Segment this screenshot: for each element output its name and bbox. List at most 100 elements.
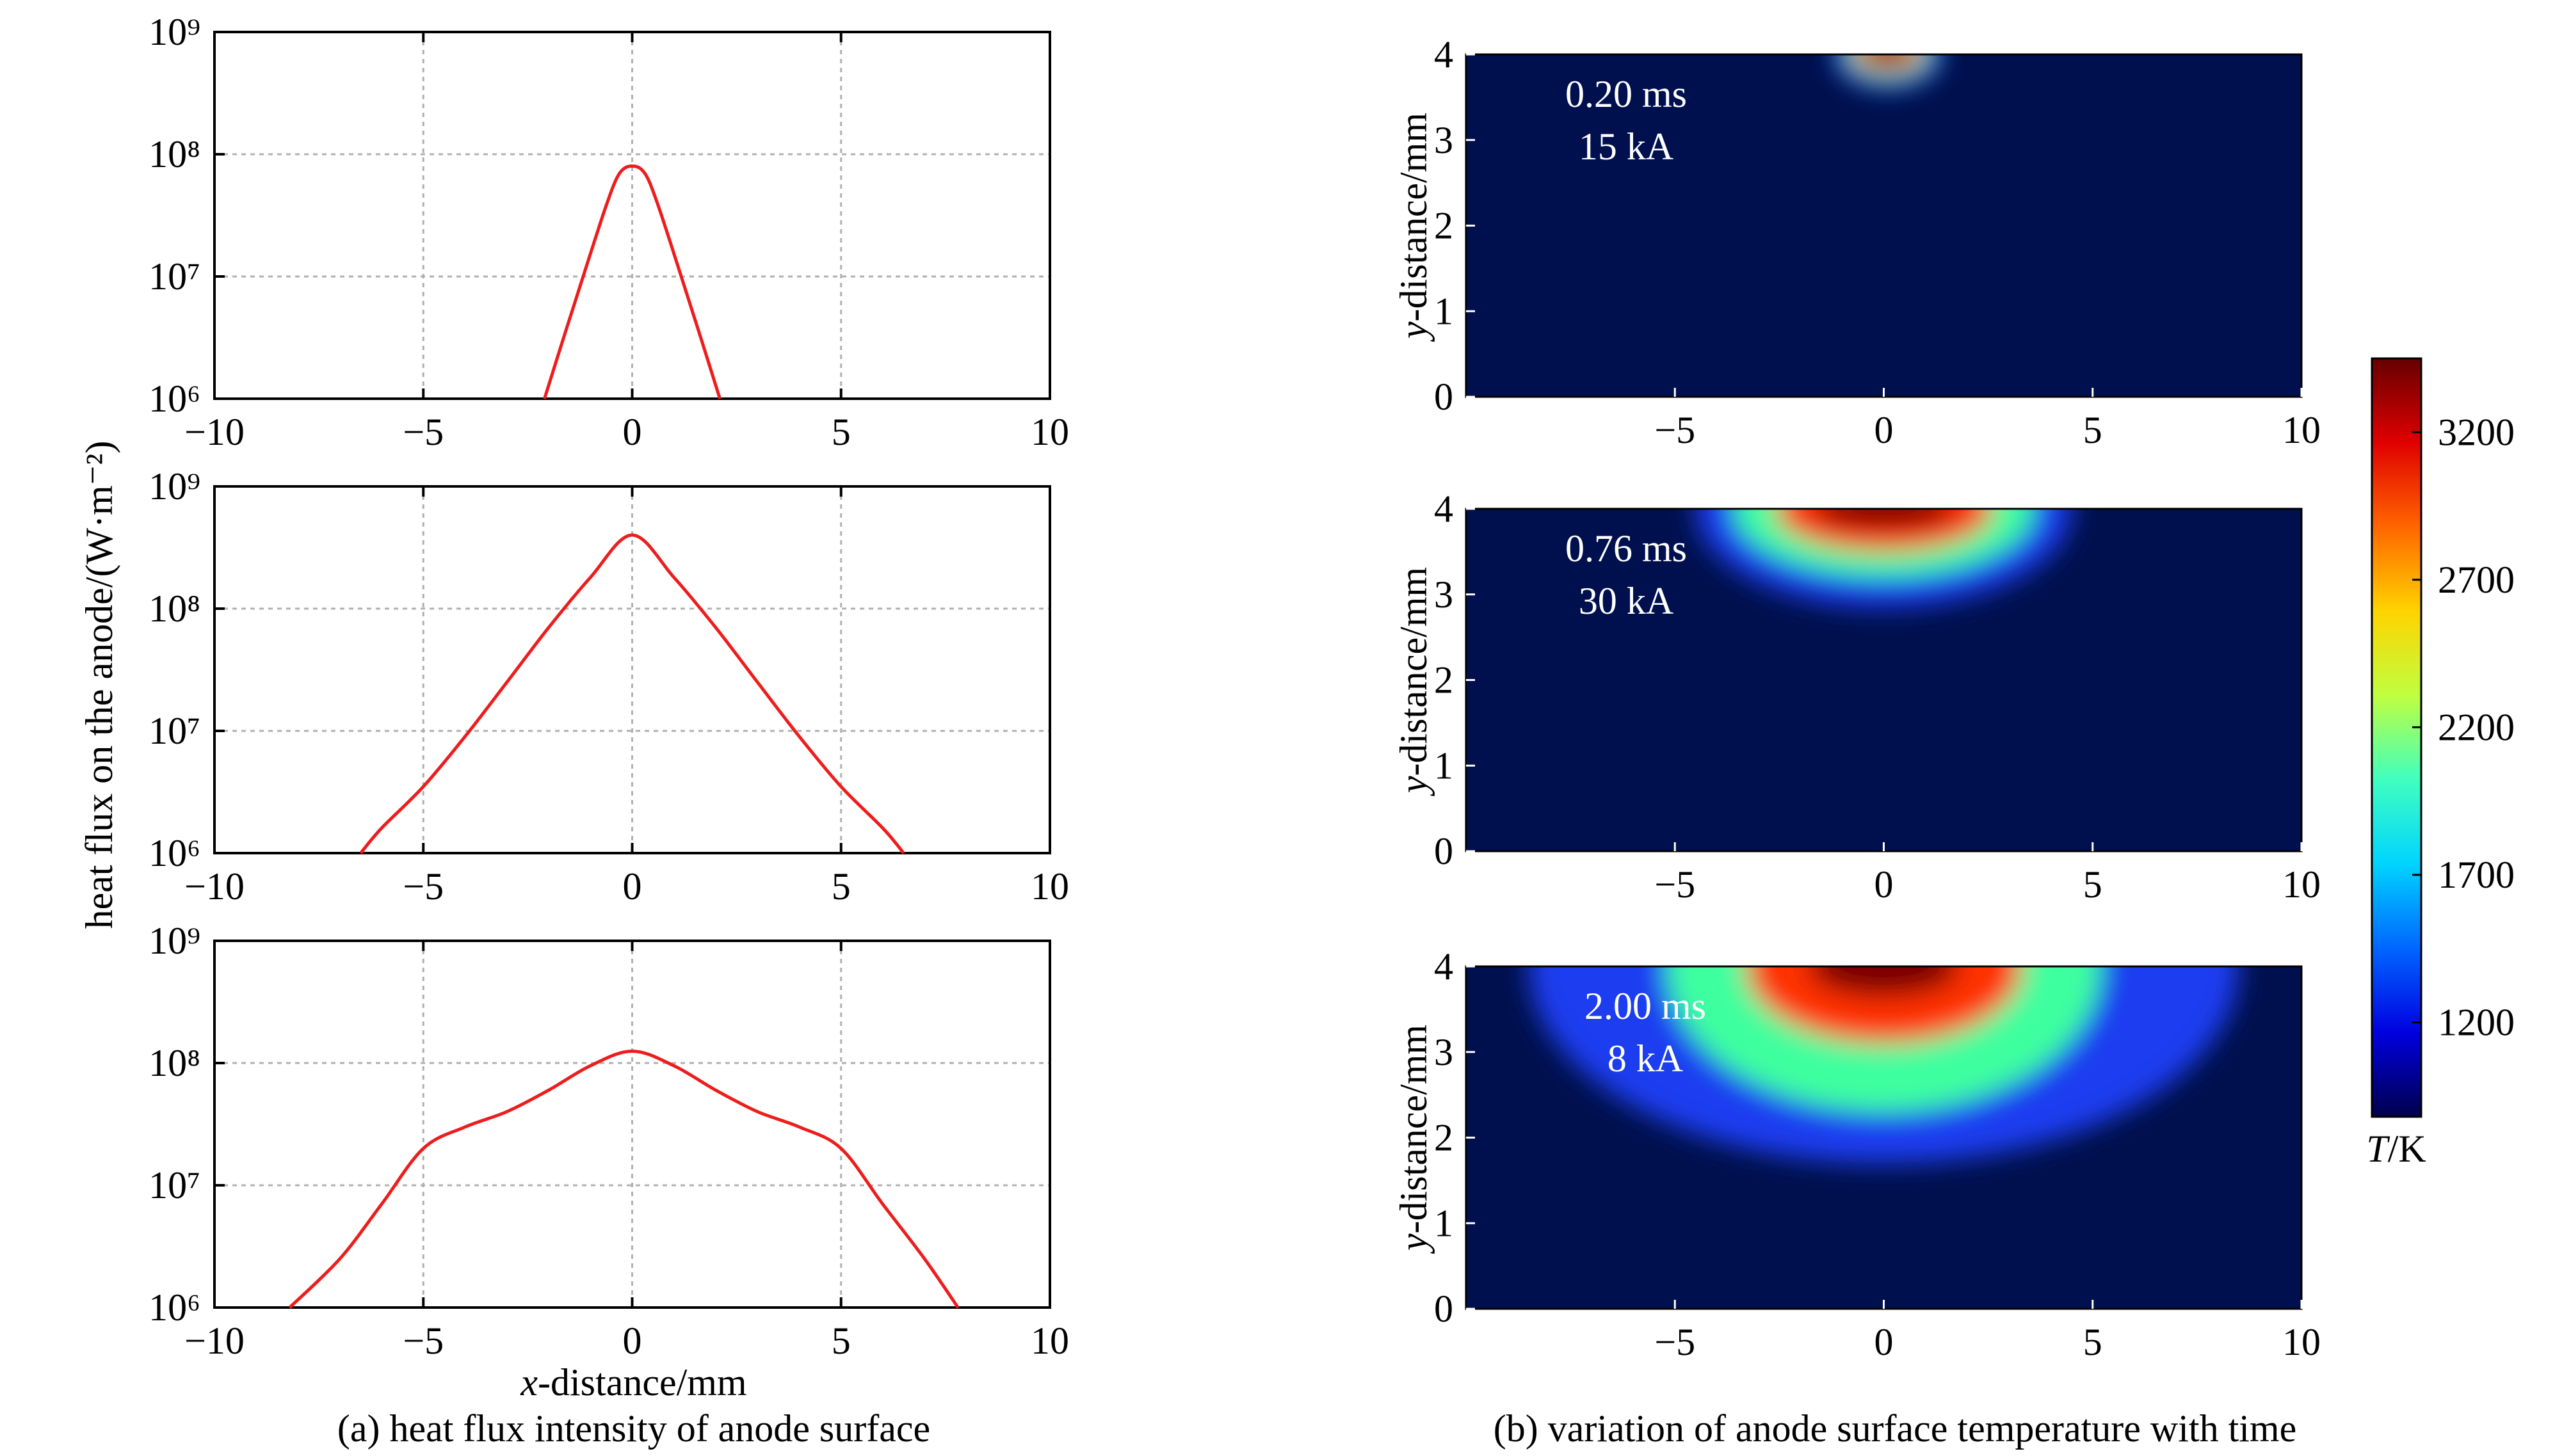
y-tick-label: 3 [1434,573,1453,616]
colorbar-tick-label: 1700 [2438,854,2515,896]
y-tick-label: 10⁹ [149,920,200,962]
heat-flux-curve [543,164,721,399]
time-current-annotation: 8 kA [1608,1037,1683,1080]
y-tick-label: 4 [1434,488,1453,530]
y-tick-label: 0 [1434,376,1453,418]
y-tick-label: 10⁶ [149,1286,200,1329]
y-tick-label: 4 [1434,945,1453,988]
x-tick-label: −5 [1654,409,1695,451]
ylabel-rest: -distance/mm [1392,567,1435,776]
time-current-annotation: 2.00 ms [1584,985,1706,1027]
xlabel-italic: x [520,1361,538,1404]
colorbar: 1200 1700 2200 2700 3200 T/K [2366,357,2515,1170]
x-tick-label: 0 [1874,863,1894,906]
y-tick-label: 10⁹ [149,465,200,508]
x-tick-label: −5 [403,411,444,453]
map-ylabel: y-distance/mm [1392,1025,1435,1254]
y-tick-label: 10⁷ [149,255,200,298]
map-background [1466,54,2301,397]
temperature-band [1862,54,1914,65]
y-tick-label: 2 [1434,659,1453,701]
x-tick-label: 5 [832,411,851,453]
hot-spot-bands [1695,509,2072,607]
x-tick-label: 0 [1874,1321,1894,1363]
colorbar-scale [2371,357,2422,1118]
y-tick-label: 10⁷ [149,1164,200,1206]
heat-flux-plot-2: −10 −5 0 5 10 10⁶ 10⁷ 10⁸ 10⁹ [149,465,1069,908]
x-tick-label: −10 [184,1320,245,1362]
ylabel-italic: y [1392,1233,1435,1254]
x-tick-label: 0 [623,1320,642,1362]
y-tick-label: 1 [1434,290,1453,332]
time-current-annotation: 30 kA [1579,580,1673,622]
x-tick-label: 5 [2083,1321,2102,1363]
y-tick-label: 2 [1434,205,1453,247]
x-tick-label: −5 [1654,863,1695,906]
y-tick-label: 3 [1434,1031,1453,1073]
heat-flux-curve [359,533,905,854]
time-current-annotation: 15 kA [1579,125,1673,168]
y-tick-label: 0 [1434,1288,1453,1330]
hot-spot [1695,509,2072,607]
ylabel-rest: -distance/mm [1392,113,1435,322]
map-ylabel: y-distance/mm [1392,113,1435,342]
temperature-band [1812,509,1955,528]
y-tick-label: 10⁹ [149,11,200,53]
caption-a: (a) heat flux intensity of anode surface [337,1407,930,1450]
time-current-annotation: 0.76 ms [1565,527,1687,570]
hot-spot [1834,54,1942,89]
time-current-annotation: 0.20 ms [1565,73,1687,115]
x-tick-label: 5 [832,865,851,908]
x-tick-label: −5 [1654,1321,1695,1363]
map-ylabel: y-distance/mm [1392,567,1435,797]
x-tick-label: 0 [1874,409,1894,451]
x-tick-label: 5 [2083,409,2102,451]
y-tick-label: 10⁷ [149,710,200,752]
y-tick-label: 10⁸ [149,588,200,630]
y-tick-label: 10⁶ [149,378,200,420]
xlabel-rest: -distance/mm [538,1361,747,1404]
x-tick-label: 10 [2282,1321,2321,1363]
x-tick-label: 10 [1031,865,1069,908]
left-ylabel: heat flux on the anode/(W·m⁻²) [78,441,120,929]
ylabel-italic: y [1392,776,1435,797]
x-tick-label: 10 [1031,411,1069,453]
x-tick-label: 0 [623,865,642,908]
temperature-band [1746,966,2022,1044]
left-xlabel: x-distance/mm [520,1361,746,1404]
y-tick-label: 4 [1434,33,1453,76]
heat-flux-plot-1: −10 −5 0 5 10 10⁶ 10⁷ 10⁸ 10⁹ [149,11,1069,453]
y-tick-label: 0 [1434,830,1453,872]
temperature-map-3: −5 0 5 10 0 1 2 3 4 y-distance/mm 2.00 ms 8 kA [1392,945,2321,1363]
x-tick-label: −5 [403,865,444,908]
heat-flux-plot-3: −10 −5 0 5 10 10⁶ 10⁷ 10⁸ 10⁹ [149,920,1069,1362]
y-tick-label: 2 [1434,1117,1453,1159]
x-tick-label: 10 [1031,1320,1069,1362]
x-tick-label: 10 [2282,863,2321,906]
colorbar-tick-label: 3200 [2438,411,2515,453]
colorbar-tick-label: 2700 [2438,559,2515,601]
colorbar-tick-label: 2200 [2438,706,2515,748]
ylabel-rest: -distance/mm [1392,1025,1435,1234]
x-tick-label: 5 [832,1320,851,1362]
x-tick-label: −10 [184,411,245,453]
temperature-map-1: −5 0 5 10 0 1 2 3 4 y-distance/mm 0.20 ms 15 kA [1392,33,2321,451]
heat-flux-curve [288,1049,960,1309]
temperature-band [1809,966,1959,996]
colorbar-tick-label: 1200 [2438,1001,2515,1043]
caption-b: (b) variation of anode surface temperatu… [1494,1407,2296,1450]
x-tick-label: −10 [184,865,245,908]
y-tick-label: 10⁸ [149,1042,200,1084]
temperature-map-2: −5 0 5 10 0 1 2 3 4 y-distance/mm 0.76 ms 30 kA [1392,488,2321,906]
colorbar-label-italic: T [2366,1128,2390,1170]
colorbar-label-rest: /K [2388,1128,2426,1170]
y-tick-label: 1 [1434,744,1453,787]
ylabel-italic: y [1392,321,1435,342]
y-tick-label: 1 [1434,1202,1453,1244]
x-tick-label: 0 [623,411,642,453]
hot-spot [1529,966,2239,1164]
colorbar-label: T/K [2366,1128,2426,1170]
y-tick-label: 3 [1434,119,1453,161]
x-tick-label: 5 [2083,863,2102,906]
